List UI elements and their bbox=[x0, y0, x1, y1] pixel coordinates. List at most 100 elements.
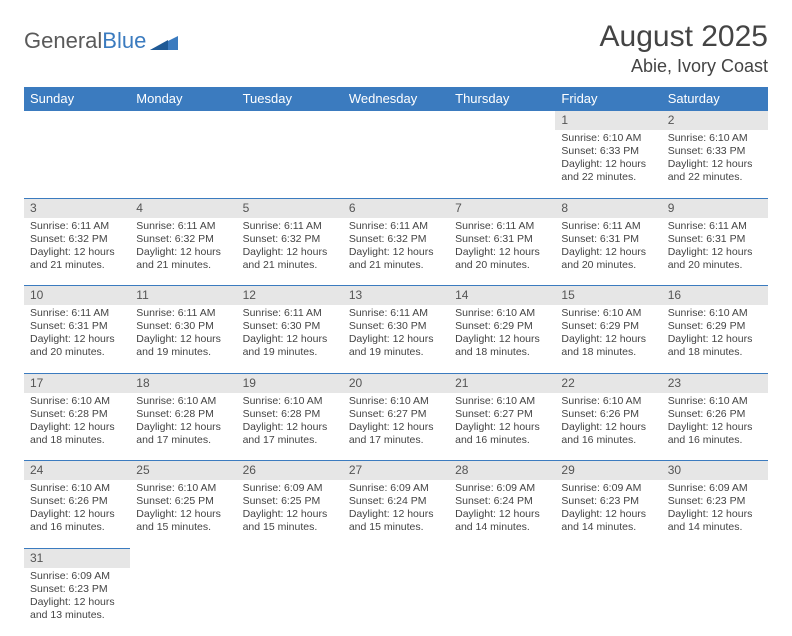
day-number-cell: 15 bbox=[555, 286, 661, 306]
sunrise-text: Sunrise: 6:09 AM bbox=[668, 482, 762, 495]
day-number-cell: 28 bbox=[449, 461, 555, 481]
sunrise-text: Sunrise: 6:11 AM bbox=[136, 220, 230, 233]
day-content-cell: Sunrise: 6:10 AMSunset: 6:29 PMDaylight:… bbox=[449, 305, 555, 373]
sunrise-text: Sunrise: 6:11 AM bbox=[136, 307, 230, 320]
day-content-cell: Sunrise: 6:11 AMSunset: 6:30 PMDaylight:… bbox=[237, 305, 343, 373]
sunset-text: Sunset: 6:27 PM bbox=[455, 408, 549, 421]
sunrise-text: Sunrise: 6:11 AM bbox=[243, 220, 337, 233]
sunset-text: Sunset: 6:33 PM bbox=[668, 145, 762, 158]
day-number-cell: 9 bbox=[662, 198, 768, 218]
sunset-text: Sunset: 6:28 PM bbox=[243, 408, 337, 421]
day-number-cell: 17 bbox=[24, 373, 130, 393]
day-number-cell: 3 bbox=[24, 198, 130, 218]
sunrise-text: Sunrise: 6:11 AM bbox=[349, 307, 443, 320]
day-content-cell: Sunrise: 6:10 AMSunset: 6:29 PMDaylight:… bbox=[555, 305, 661, 373]
day-number-cell bbox=[343, 548, 449, 568]
day-number-row: 31 bbox=[24, 548, 768, 568]
day-number-cell: 29 bbox=[555, 461, 661, 481]
day-number-cell: 19 bbox=[237, 373, 343, 393]
sunrise-text: Sunrise: 6:09 AM bbox=[349, 482, 443, 495]
daylight-text: Daylight: 12 hours and 20 minutes. bbox=[561, 246, 655, 272]
sunrise-text: Sunrise: 6:09 AM bbox=[30, 570, 124, 583]
sunrise-text: Sunrise: 6:10 AM bbox=[561, 395, 655, 408]
day-number-cell: 4 bbox=[130, 198, 236, 218]
sunset-text: Sunset: 6:30 PM bbox=[136, 320, 230, 333]
day-content-cell bbox=[24, 130, 130, 198]
day-content-cell: Sunrise: 6:10 AMSunset: 6:26 PMDaylight:… bbox=[555, 393, 661, 461]
sunrise-text: Sunrise: 6:10 AM bbox=[668, 132, 762, 145]
day-number-cell: 10 bbox=[24, 286, 130, 306]
day-content-cell: Sunrise: 6:11 AMSunset: 6:31 PMDaylight:… bbox=[24, 305, 130, 373]
sunrise-text: Sunrise: 6:10 AM bbox=[30, 482, 124, 495]
sunset-text: Sunset: 6:32 PM bbox=[243, 233, 337, 246]
day-number-cell: 22 bbox=[555, 373, 661, 393]
day-number-row: 3456789 bbox=[24, 198, 768, 218]
day-content-cell bbox=[449, 568, 555, 636]
sunrise-text: Sunrise: 6:11 AM bbox=[243, 307, 337, 320]
sunrise-text: Sunrise: 6:10 AM bbox=[136, 395, 230, 408]
sunrise-text: Sunrise: 6:11 AM bbox=[561, 220, 655, 233]
day-content-cell: Sunrise: 6:11 AMSunset: 6:31 PMDaylight:… bbox=[662, 218, 768, 286]
sunrise-text: Sunrise: 6:10 AM bbox=[30, 395, 124, 408]
sunset-text: Sunset: 6:24 PM bbox=[349, 495, 443, 508]
sunset-text: Sunset: 6:32 PM bbox=[30, 233, 124, 246]
day-number-cell: 31 bbox=[24, 548, 130, 568]
day-content-row: Sunrise: 6:11 AMSunset: 6:31 PMDaylight:… bbox=[24, 305, 768, 373]
day-header: Friday bbox=[555, 87, 661, 111]
day-content-row: Sunrise: 6:11 AMSunset: 6:32 PMDaylight:… bbox=[24, 218, 768, 286]
sunrise-text: Sunrise: 6:11 AM bbox=[668, 220, 762, 233]
sunset-text: Sunset: 6:23 PM bbox=[30, 583, 124, 596]
logo-text-general: General bbox=[24, 28, 102, 54]
day-content-cell: Sunrise: 6:11 AMSunset: 6:31 PMDaylight:… bbox=[555, 218, 661, 286]
sunrise-text: Sunrise: 6:09 AM bbox=[243, 482, 337, 495]
sunrise-text: Sunrise: 6:10 AM bbox=[561, 132, 655, 145]
day-number-cell: 13 bbox=[343, 286, 449, 306]
day-number-cell: 5 bbox=[237, 198, 343, 218]
sunset-text: Sunset: 6:29 PM bbox=[561, 320, 655, 333]
day-number-cell bbox=[237, 548, 343, 568]
day-content-row: Sunrise: 6:09 AMSunset: 6:23 PMDaylight:… bbox=[24, 568, 768, 636]
day-number-row: 17181920212223 bbox=[24, 373, 768, 393]
sunrise-text: Sunrise: 6:11 AM bbox=[30, 220, 124, 233]
daylight-text: Daylight: 12 hours and 17 minutes. bbox=[243, 421, 337, 447]
day-number-cell bbox=[555, 548, 661, 568]
day-content-cell: Sunrise: 6:11 AMSunset: 6:30 PMDaylight:… bbox=[343, 305, 449, 373]
day-content-cell: Sunrise: 6:09 AMSunset: 6:24 PMDaylight:… bbox=[449, 480, 555, 548]
day-content-row: Sunrise: 6:10 AM Sunset: 6:28 PMDaylight:… bbox=[24, 393, 768, 461]
day-content-cell: Sunrise: 6:10 AMSunset: 6:26 PMDaylight:… bbox=[662, 393, 768, 461]
day-number-cell: 21 bbox=[449, 373, 555, 393]
day-content-cell: Sunrise: 6:11 AMSunset: 6:32 PMDaylight:… bbox=[130, 218, 236, 286]
daylight-text: Daylight: 12 hours and 22 minutes. bbox=[668, 158, 762, 184]
day-content-cell: Sunrise: 6:11 AMSunset: 6:32 PMDaylight:… bbox=[343, 218, 449, 286]
day-header: Saturday bbox=[662, 87, 768, 111]
sunrise-text: Sunrise: 6:11 AM bbox=[349, 220, 443, 233]
day-number-cell bbox=[449, 548, 555, 568]
daylight-text: Daylight: 12 hours and 20 minutes. bbox=[455, 246, 549, 272]
sunrise-text: Sunrise: 6:10 AM bbox=[561, 307, 655, 320]
day-content-cell bbox=[662, 568, 768, 636]
daylight-text: Daylight: 12 hours and 21 minutes. bbox=[243, 246, 337, 272]
day-number-cell: 12 bbox=[237, 286, 343, 306]
sunset-text: Sunset: 6:25 PM bbox=[243, 495, 337, 508]
day-header: Wednesday bbox=[343, 87, 449, 111]
logo-flag-icon bbox=[150, 32, 178, 50]
sunset-text: Sunset: 6:27 PM bbox=[349, 408, 443, 421]
sunset-text: Sunset: 6:26 PM bbox=[668, 408, 762, 421]
daylight-text: Daylight: 12 hours and 19 minutes. bbox=[136, 333, 230, 359]
day-content-cell: Sunrise: 6:09 AMSunset: 6:25 PMDaylight:… bbox=[237, 480, 343, 548]
daylight-text: Daylight: 12 hours and 19 minutes. bbox=[243, 333, 337, 359]
day-content-cell: Sunrise: 6:09 AMSunset: 6:24 PMDaylight:… bbox=[343, 480, 449, 548]
day-number-cell: 1 bbox=[555, 111, 661, 131]
sunrise-text: Sunrise: 6:10 AM bbox=[455, 395, 549, 408]
day-number-cell bbox=[662, 548, 768, 568]
logo-text-blue: Blue bbox=[102, 28, 146, 54]
sunset-text: Sunset: 6:23 PM bbox=[561, 495, 655, 508]
day-content-cell bbox=[449, 130, 555, 198]
daylight-text: Daylight: 12 hours and 15 minutes. bbox=[243, 508, 337, 534]
daylight-text: Daylight: 12 hours and 20 minutes. bbox=[30, 333, 124, 359]
sunset-text: Sunset: 6:29 PM bbox=[668, 320, 762, 333]
day-number-cell bbox=[343, 111, 449, 131]
day-number-cell: 2 bbox=[662, 111, 768, 131]
sunset-text: Sunset: 6:26 PM bbox=[30, 495, 124, 508]
day-number-cell bbox=[237, 111, 343, 131]
